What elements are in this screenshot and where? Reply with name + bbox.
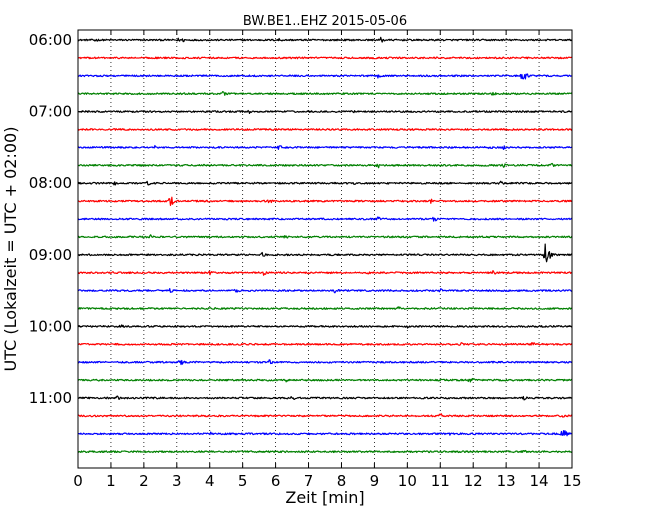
trace-0630 — [77, 73, 573, 80]
trace-1015 — [77, 342, 573, 346]
trace-1000 — [77, 324, 573, 329]
trace-1030 — [77, 359, 573, 366]
trace-0600 — [77, 36, 573, 43]
y-tick-label: 06:00 — [29, 31, 72, 49]
trace-0930 — [77, 288, 573, 294]
trace-0800 — [77, 180, 573, 186]
y-tick-label: 11:00 — [29, 389, 72, 407]
plot-frame — [77, 29, 573, 469]
y-axis-label: UTC (Lokalzeit = UTC + 02:00) — [1, 127, 20, 372]
trace-0645 — [77, 91, 573, 96]
trace-1145 — [77, 449, 573, 454]
x-tick-label: 4 — [205, 472, 215, 490]
trace-0730 — [77, 144, 573, 151]
trace-1130 — [77, 430, 573, 437]
trace-0830 — [77, 216, 573, 222]
trace-1045 — [77, 377, 573, 383]
x-tick-label: 10 — [398, 472, 417, 490]
x-tick-label: 13 — [497, 472, 516, 490]
x-tick-label: 9 — [370, 472, 380, 490]
trace-0845 — [77, 234, 573, 239]
trace-0900 — [77, 243, 573, 263]
x-tick-label: 14 — [530, 472, 549, 490]
trace-0915 — [77, 270, 573, 276]
trace-group — [77, 36, 573, 454]
trace-0945 — [77, 306, 573, 310]
x-tick-label: 1 — [106, 472, 116, 490]
x-tick-label: 3 — [172, 472, 182, 490]
trace-1100 — [77, 395, 573, 401]
trace-0700 — [77, 109, 573, 115]
axis-ticks: 0 1 2 3 4 5 6 7 8 9 10 11 12 13 14 1506:0007:0008:0009:… — [29, 30, 582, 490]
grid-lines — [110, 30, 540, 468]
x-tick-label: 8 — [337, 472, 347, 490]
x-tick-label: 15 — [562, 472, 581, 490]
trace-0815 — [77, 196, 573, 207]
trace-0715 — [77, 128, 573, 131]
x-tick-label: 11 — [431, 472, 450, 490]
y-tick-label: 09:00 — [29, 246, 72, 264]
x-tick-label: 2 — [139, 472, 149, 490]
x-tick-label: 6 — [271, 472, 281, 490]
x-tick-label: 0 — [73, 472, 83, 490]
x-axis-label: Zeit [min] — [285, 488, 364, 507]
x-tick-label: 7 — [304, 472, 314, 490]
y-tick-label: 07:00 — [29, 103, 72, 121]
y-tick-label: 10:00 — [29, 317, 72, 335]
x-tick-label: 12 — [464, 472, 483, 490]
y-tick-label: 08:00 — [29, 174, 72, 192]
x-tick-label: 5 — [238, 472, 248, 490]
trace-0615 — [77, 56, 573, 60]
trace-1115 — [77, 413, 573, 418]
chart-title: BW.BE1..EHZ 2015-05-06 — [243, 14, 407, 29]
trace-0745 — [77, 162, 573, 169]
